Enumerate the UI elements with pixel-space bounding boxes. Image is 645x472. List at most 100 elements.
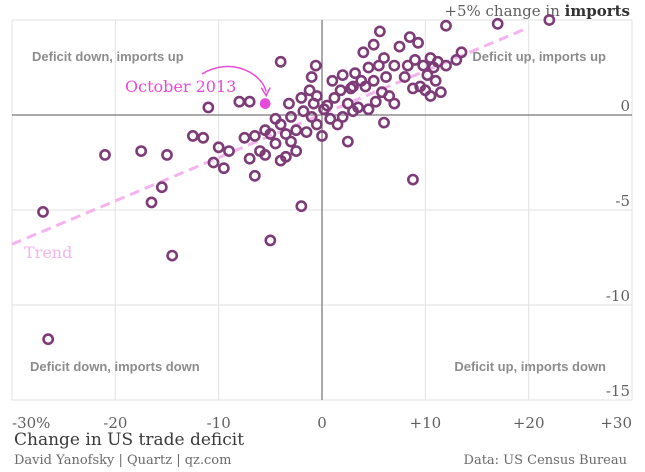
y-tick-label: 0 [620,97,630,115]
scatter-point [440,59,452,72]
scatter-point [412,36,424,49]
scatter-point [378,116,390,129]
scatter-point [331,118,344,131]
scatter-point [264,128,277,140]
scatter-point [248,169,261,182]
scatter-point [429,74,442,87]
quadrant-label-top-right: Deficit up, imports up [472,49,606,64]
scatter-point [223,145,235,157]
scatter-point [305,111,318,123]
x-tick-label: +30 [600,414,632,432]
scatter-point [349,67,361,80]
x-axis-title: Change in US trade deficit [14,430,245,450]
highlight-layer: October 2013 [125,65,271,109]
scatter-point [362,103,375,116]
x-tick-label: 0 [317,414,327,432]
scatter-point [407,82,419,95]
scatter-point [243,152,256,165]
scatter-point [491,17,504,30]
scatter-point [369,95,382,108]
scatter-point [424,90,437,102]
scatter-point [403,31,416,43]
scatter-point [305,71,318,83]
y-tick-label: +5% change in imports [444,2,630,20]
scatter-point [197,131,210,144]
scatter-point [243,95,256,108]
scatter-point [207,156,220,169]
scatter-point [367,38,380,51]
scatter-point [341,135,354,148]
scatter-point [279,150,292,163]
y-tick-label: -5 [615,192,630,210]
scatter-point [345,82,357,95]
scatter-point [202,101,215,114]
scatter-point [450,54,463,66]
quadrant-label-bottom-left: Deficit down, imports down [30,359,200,374]
scatter-point [383,90,396,102]
scatter-point [259,148,272,161]
data-points [37,14,556,346]
highlight-point [259,98,271,109]
scatter-point [455,46,468,59]
scatter-point [212,141,225,154]
scatter-point [145,196,158,209]
scatter-point [99,148,111,161]
scatter-point [334,84,347,97]
highlight-label: October 2013 [125,77,236,96]
scatter-point [217,162,230,175]
scatter-point [321,99,334,112]
trend-label: Trend [24,243,72,262]
scatter-point [336,69,349,81]
highlight-arrowhead [260,87,271,98]
scatter-point [290,124,303,137]
scatter-point [543,14,556,26]
scatter-point [310,118,323,131]
scatter-point [380,71,392,83]
highlight-arrow [201,65,267,92]
scatter-point [300,126,313,139]
scatter-point [135,145,148,157]
scatter-point [347,80,359,93]
scatter-point [434,86,447,99]
tick-labels: -30% -20 -10 0 +10 +20 +30 +5% change in import… [12,2,632,432]
scatter-point [401,59,414,72]
y-tick-label: -15 [606,382,630,400]
y-tick-label: -10 [606,287,630,305]
scatter-point [155,181,168,194]
scatter-point [269,137,282,150]
source-line: Data: US Census Bureau [463,453,627,468]
scatter-point [283,97,295,110]
scatter-point [409,54,421,66]
scatter-point [359,80,372,93]
scatter-point [161,148,173,161]
scatter-point [328,92,341,104]
scatter-point [362,61,375,74]
scatter-point [309,59,322,72]
scatter-point [274,55,287,68]
scatter-point [42,333,55,346]
scatter-point [393,40,406,53]
scatter-point [295,92,308,104]
scatter-point [372,59,385,72]
quadrant-labels: Deficit down, imports up Deficit up, imp… [30,49,606,374]
x-tick-label: +10 [410,414,442,432]
scatter-point [238,131,251,144]
scatter-point [303,84,316,97]
scatter-point [285,111,297,123]
x-tick-label: -30% [12,414,50,432]
scatter-point [417,59,430,72]
scatter-point [373,25,386,38]
quadrant-label-bottom-right: Deficit up, imports down [454,359,606,374]
scatter-point [378,52,390,64]
quadrant-label-top-left: Deficit down, imports up [32,49,184,64]
scatter-point [264,234,277,247]
scatter-point [367,74,380,87]
scatter-point [341,97,354,110]
axes [12,20,632,400]
scatter-point [421,69,434,81]
scatter-point [186,129,199,142]
scatter-point [233,95,246,108]
scatter-point [310,90,323,102]
scatter-point [388,97,401,110]
scatter-point [440,19,452,32]
